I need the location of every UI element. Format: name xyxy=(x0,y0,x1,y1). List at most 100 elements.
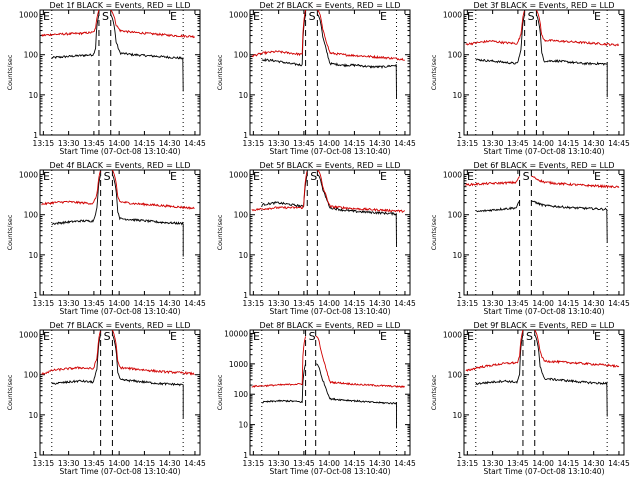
series-events-line xyxy=(475,200,520,213)
series-events-line xyxy=(475,15,525,65)
x-tick-label: 13:15 xyxy=(33,139,55,148)
series-lld-line xyxy=(317,9,405,61)
plot-frame xyxy=(463,9,625,136)
chart-title: Det 1f BLACK = Events, RED = LLD xyxy=(49,1,190,10)
series-lld-line xyxy=(41,331,101,376)
y-tick-label: 10 xyxy=(28,91,38,100)
series-events-line xyxy=(51,14,100,60)
x-tick-label: 13:15 xyxy=(33,299,55,308)
x-tick-label: 13:45 xyxy=(83,459,105,468)
chart-title: Det 3f BLACK = Events, RED = LLD xyxy=(473,1,614,10)
x-axis-label: Start Time (07-Oct-08 13:10:40) xyxy=(269,467,390,476)
x-axis-label: Start Time (07-Oct-08 13:10:40) xyxy=(483,147,604,156)
x-axis-label: Start Time (07-Oct-08 13:10:40) xyxy=(483,307,604,316)
series-lld-line xyxy=(465,329,524,372)
x-tick-label: 13:15 xyxy=(33,459,55,468)
x-tick-label: 13:45 xyxy=(83,139,105,148)
series-lld-line xyxy=(531,175,620,189)
y-tick-label: 10 xyxy=(28,251,38,260)
x-tick-label: 14:30 xyxy=(369,139,391,148)
x-tick-label: 13:45 xyxy=(83,299,105,308)
chart-title: Det 2f BLACK = Events, RED = LLD xyxy=(259,1,400,10)
event-marker-label: S xyxy=(102,10,109,23)
y-tick-label: 1 xyxy=(457,131,462,140)
chart-title: Det 9f BLACK = Events, RED = LLD xyxy=(473,321,614,330)
y-tick-label: 1000 xyxy=(443,331,462,340)
chart-panel-7: Det 7f BLACK = Events, RED = LLD 1 10 100 10… xyxy=(6,321,206,476)
chart-panel-6: Det 6f BLACK = Events, RED = LLD 1 10 100 10… xyxy=(430,161,630,316)
x-tick-label: 13:45 xyxy=(507,299,529,308)
series-events-line xyxy=(111,174,184,257)
x-tick-label: 13:30 xyxy=(58,299,80,308)
y-tick-label: 10 xyxy=(238,421,248,430)
series-events-line xyxy=(261,175,308,208)
event-marker-label: E xyxy=(467,330,474,343)
series-lld-line xyxy=(41,9,100,37)
x-tick-label: 13:45 xyxy=(507,139,529,148)
x-tick-label: 14:00 xyxy=(318,459,340,468)
x-tick-label: 14:15 xyxy=(558,459,580,468)
y-tick-label: 1 xyxy=(243,131,248,140)
x-tick-label: 14:30 xyxy=(583,459,605,468)
y-tick-label: 10 xyxy=(238,251,248,260)
event-marker-label: E xyxy=(170,330,177,343)
plot-frame xyxy=(39,329,201,456)
event-marker-label: S xyxy=(523,170,530,183)
y-axis-label: Counts/sec xyxy=(6,214,14,250)
y-tick-label: 10 xyxy=(28,411,38,420)
series-lld-line xyxy=(535,9,620,47)
plot-frame xyxy=(249,9,411,136)
x-tick-label: 14:15 xyxy=(134,459,156,468)
x-tick-label: 13:15 xyxy=(243,459,265,468)
plot-frame xyxy=(463,329,625,456)
series-lld-line xyxy=(251,171,308,212)
y-tick-label: 100 xyxy=(448,211,463,220)
x-tick-label: 14:45 xyxy=(184,459,206,468)
event-marker-label: E xyxy=(170,10,177,23)
y-tick-label: 100 xyxy=(24,211,39,220)
chart-panel-3: Det 3f BLACK = Events, RED = LLD 1 10 100 10… xyxy=(430,1,630,156)
event-marker-label: E xyxy=(43,330,50,343)
series-lld-line xyxy=(465,10,525,46)
x-tick-label: 14:45 xyxy=(394,299,416,308)
series-lld-line xyxy=(315,335,405,389)
series-events-line xyxy=(535,14,608,98)
y-tick-label: 1000 xyxy=(229,360,248,369)
x-tick-label: 13:15 xyxy=(457,299,479,308)
event-marker-label: E xyxy=(170,170,177,183)
x-tick-label: 14:45 xyxy=(184,299,206,308)
series-events-line xyxy=(475,334,524,386)
x-axis-label: Start Time (07-Oct-08 13:10:40) xyxy=(269,307,390,316)
event-marker-label: E xyxy=(594,170,601,183)
y-tick-label: 1 xyxy=(243,451,248,460)
x-tick-label: 14:15 xyxy=(344,139,366,148)
plot-frame xyxy=(39,169,201,296)
event-marker-label: E xyxy=(43,10,50,23)
x-tick-label: 14:15 xyxy=(558,139,580,148)
chart-panel-8: Det 8f BLACK = Events, RED = LLD 1 10 100 10… xyxy=(216,321,416,476)
x-tick-label: 13:15 xyxy=(457,139,479,148)
y-tick-label: 100 xyxy=(234,390,249,399)
series-lld-line xyxy=(111,329,195,376)
x-tick-label: 14:30 xyxy=(159,139,181,148)
y-axis-label: Counts/sec xyxy=(216,54,224,90)
x-tick-label: 14:00 xyxy=(318,299,340,308)
y-tick-label: 10 xyxy=(238,91,248,100)
plot-frame xyxy=(463,169,625,296)
event-marker-label: E xyxy=(253,330,260,343)
chart-panel-4: Det 4f BLACK = Events, RED = LLD 1 10 100 10… xyxy=(6,161,206,316)
x-tick-label: 13:30 xyxy=(268,459,290,468)
x-tick-label: 14:15 xyxy=(558,299,580,308)
series-lld-line xyxy=(534,329,620,368)
y-tick-label: 10 xyxy=(452,251,462,260)
x-tick-label: 13:30 xyxy=(268,139,290,148)
event-marker-label: E xyxy=(253,170,260,183)
x-tick-label: 13:30 xyxy=(58,139,80,148)
plot-frame xyxy=(39,9,201,136)
x-axis-label: Start Time (07-Oct-08 13:10:40) xyxy=(59,467,180,476)
y-tick-label: 100 xyxy=(234,211,249,220)
x-tick-label: 13:45 xyxy=(293,299,315,308)
x-tick-label: 14:30 xyxy=(369,459,391,468)
x-tick-label: 14:00 xyxy=(108,139,130,148)
